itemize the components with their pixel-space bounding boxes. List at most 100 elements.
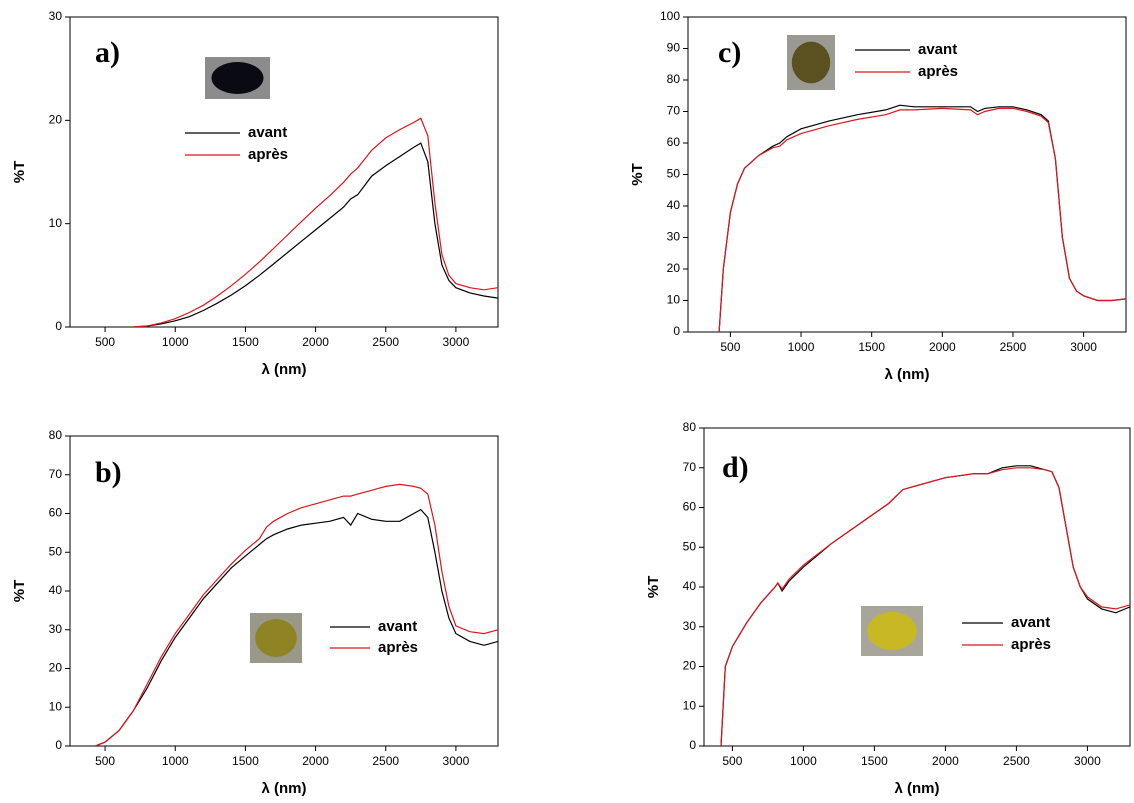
plot-frame (69, 16, 499, 328)
panel-label: a) (95, 36, 120, 69)
plot-lines (95, 483, 498, 746)
y-tick-label: 60 (667, 135, 681, 149)
plot-lines (133, 117, 498, 327)
legend-label: avant (1011, 614, 1050, 631)
panel-label: b) (95, 456, 122, 489)
sample-disc (211, 62, 264, 94)
x-tick-label: 1500 (232, 754, 259, 768)
series-line (95, 508, 498, 746)
x-tick-label: 1500 (232, 335, 259, 349)
y-tick-label: 20 (667, 261, 681, 275)
series-line (133, 117, 498, 327)
x-tick-label: 1500 (861, 754, 888, 768)
y-tick-label: 0 (55, 738, 62, 752)
x-tick-label: 3000 (443, 335, 470, 349)
x-tick-label: 2500 (1000, 340, 1027, 354)
x-axis-title: λ (nm) (262, 361, 307, 378)
x-axis-title: λ (nm) (262, 780, 307, 797)
y-tick-label: 20 (49, 661, 63, 675)
y-axis-title: %T (629, 163, 646, 186)
series-line (95, 483, 498, 746)
y-tick-label: 10 (49, 699, 63, 713)
y-tick-label: 10 (49, 216, 63, 230)
x-tick-label: 1000 (790, 754, 817, 768)
x-tick-label: 2000 (929, 340, 956, 354)
sample-disc (791, 41, 831, 84)
y-tick-label: 80 (49, 428, 63, 442)
sample-disc (255, 619, 297, 657)
x-axis-title: λ (nm) (895, 780, 940, 797)
y-tick-label: 70 (667, 104, 681, 118)
x-tick-label: 500 (720, 340, 740, 354)
x-tick-label: 500 (722, 754, 742, 768)
plot-lines (718, 104, 1126, 332)
y-tick-label: 70 (49, 467, 63, 481)
panel-label: d) (722, 451, 749, 484)
sample-disc (867, 612, 917, 650)
y-tick-label: 30 (49, 9, 63, 23)
x-tick-label: 2500 (372, 754, 399, 768)
x-tick-label: 3000 (443, 754, 470, 768)
legend-label: après (918, 63, 958, 80)
x-tick-label: 500 (95, 754, 115, 768)
plot-frame (703, 427, 1131, 747)
x-tick-label: 2000 (932, 754, 959, 768)
y-tick-label: 30 (683, 619, 697, 633)
y-axis-title: %T (11, 161, 28, 184)
x-tick-label: 1500 (858, 340, 885, 354)
chart-panel: 0 10 20 30 40 50 60 70 80 90 100 500 1000 1500 2000 250… (629, 9, 1127, 383)
x-tick-label: 500 (95, 335, 115, 349)
chart-panel: 0 10 20 30 40 50 60 70 80 500 1000 1500 2000 2500 3000… (11, 428, 499, 797)
legend-label: avant (918, 41, 957, 58)
x-tick-label: 2000 (302, 335, 329, 349)
y-tick-label: 60 (49, 506, 63, 520)
x-tick-label: 1000 (162, 335, 189, 349)
x-tick-label: 3000 (1070, 340, 1097, 354)
x-tick-label: 2000 (302, 754, 329, 768)
y-tick-label: 20 (683, 659, 697, 673)
y-tick-label: 100 (660, 9, 680, 23)
x-axis-title: λ (nm) (885, 366, 930, 383)
chart-panel: 0 10 20 30 500 1000 1500 2000 2500 3000 λ (nm) %T a)… (11, 9, 499, 378)
x-tick-label: 2500 (372, 335, 399, 349)
y-tick-label: 70 (683, 460, 697, 474)
y-tick-label: 40 (683, 579, 697, 593)
y-tick-label: 10 (667, 293, 681, 307)
series-line (133, 142, 498, 327)
x-tick-label: 3000 (1074, 754, 1101, 768)
y-tick-label: 0 (673, 324, 680, 338)
x-tick-label: 1000 (788, 340, 815, 354)
y-tick-label: 50 (683, 539, 697, 553)
y-tick-label: 20 (49, 113, 63, 127)
series-line (718, 107, 1126, 332)
series-line (720, 465, 1130, 746)
y-tick-label: 50 (49, 544, 63, 558)
y-tick-label: 80 (667, 72, 681, 86)
y-tick-label: 10 (683, 698, 697, 712)
legend-label: après (248, 146, 288, 163)
y-tick-label: 40 (667, 198, 681, 212)
y-tick-label: 60 (683, 500, 697, 514)
y-tick-label: 40 (49, 583, 63, 597)
y-tick-label: 80 (683, 420, 697, 434)
y-tick-label: 90 (667, 41, 681, 55)
y-tick-label: 0 (55, 319, 62, 333)
plot-frame (69, 435, 499, 747)
legend-label: après (378, 639, 418, 656)
y-tick-label: 0 (689, 738, 696, 752)
x-tick-label: 1000 (162, 754, 189, 768)
series-line (718, 104, 1126, 332)
series-line (720, 467, 1130, 746)
legend-label: après (1011, 636, 1051, 653)
y-tick-label: 30 (49, 622, 63, 636)
y-axis-title: %T (645, 576, 662, 599)
legend-label: avant (378, 618, 417, 635)
plot-frame (687, 16, 1127, 333)
legend-label: avant (248, 124, 287, 141)
y-axis-title: %T (11, 580, 28, 603)
y-tick-label: 50 (667, 167, 681, 181)
panel-label: c) (718, 36, 741, 69)
plot-lines (720, 465, 1130, 746)
chart-panel: 0 10 20 30 40 50 60 70 80 500 1000 1500 2000 2500 3000… (645, 420, 1131, 797)
